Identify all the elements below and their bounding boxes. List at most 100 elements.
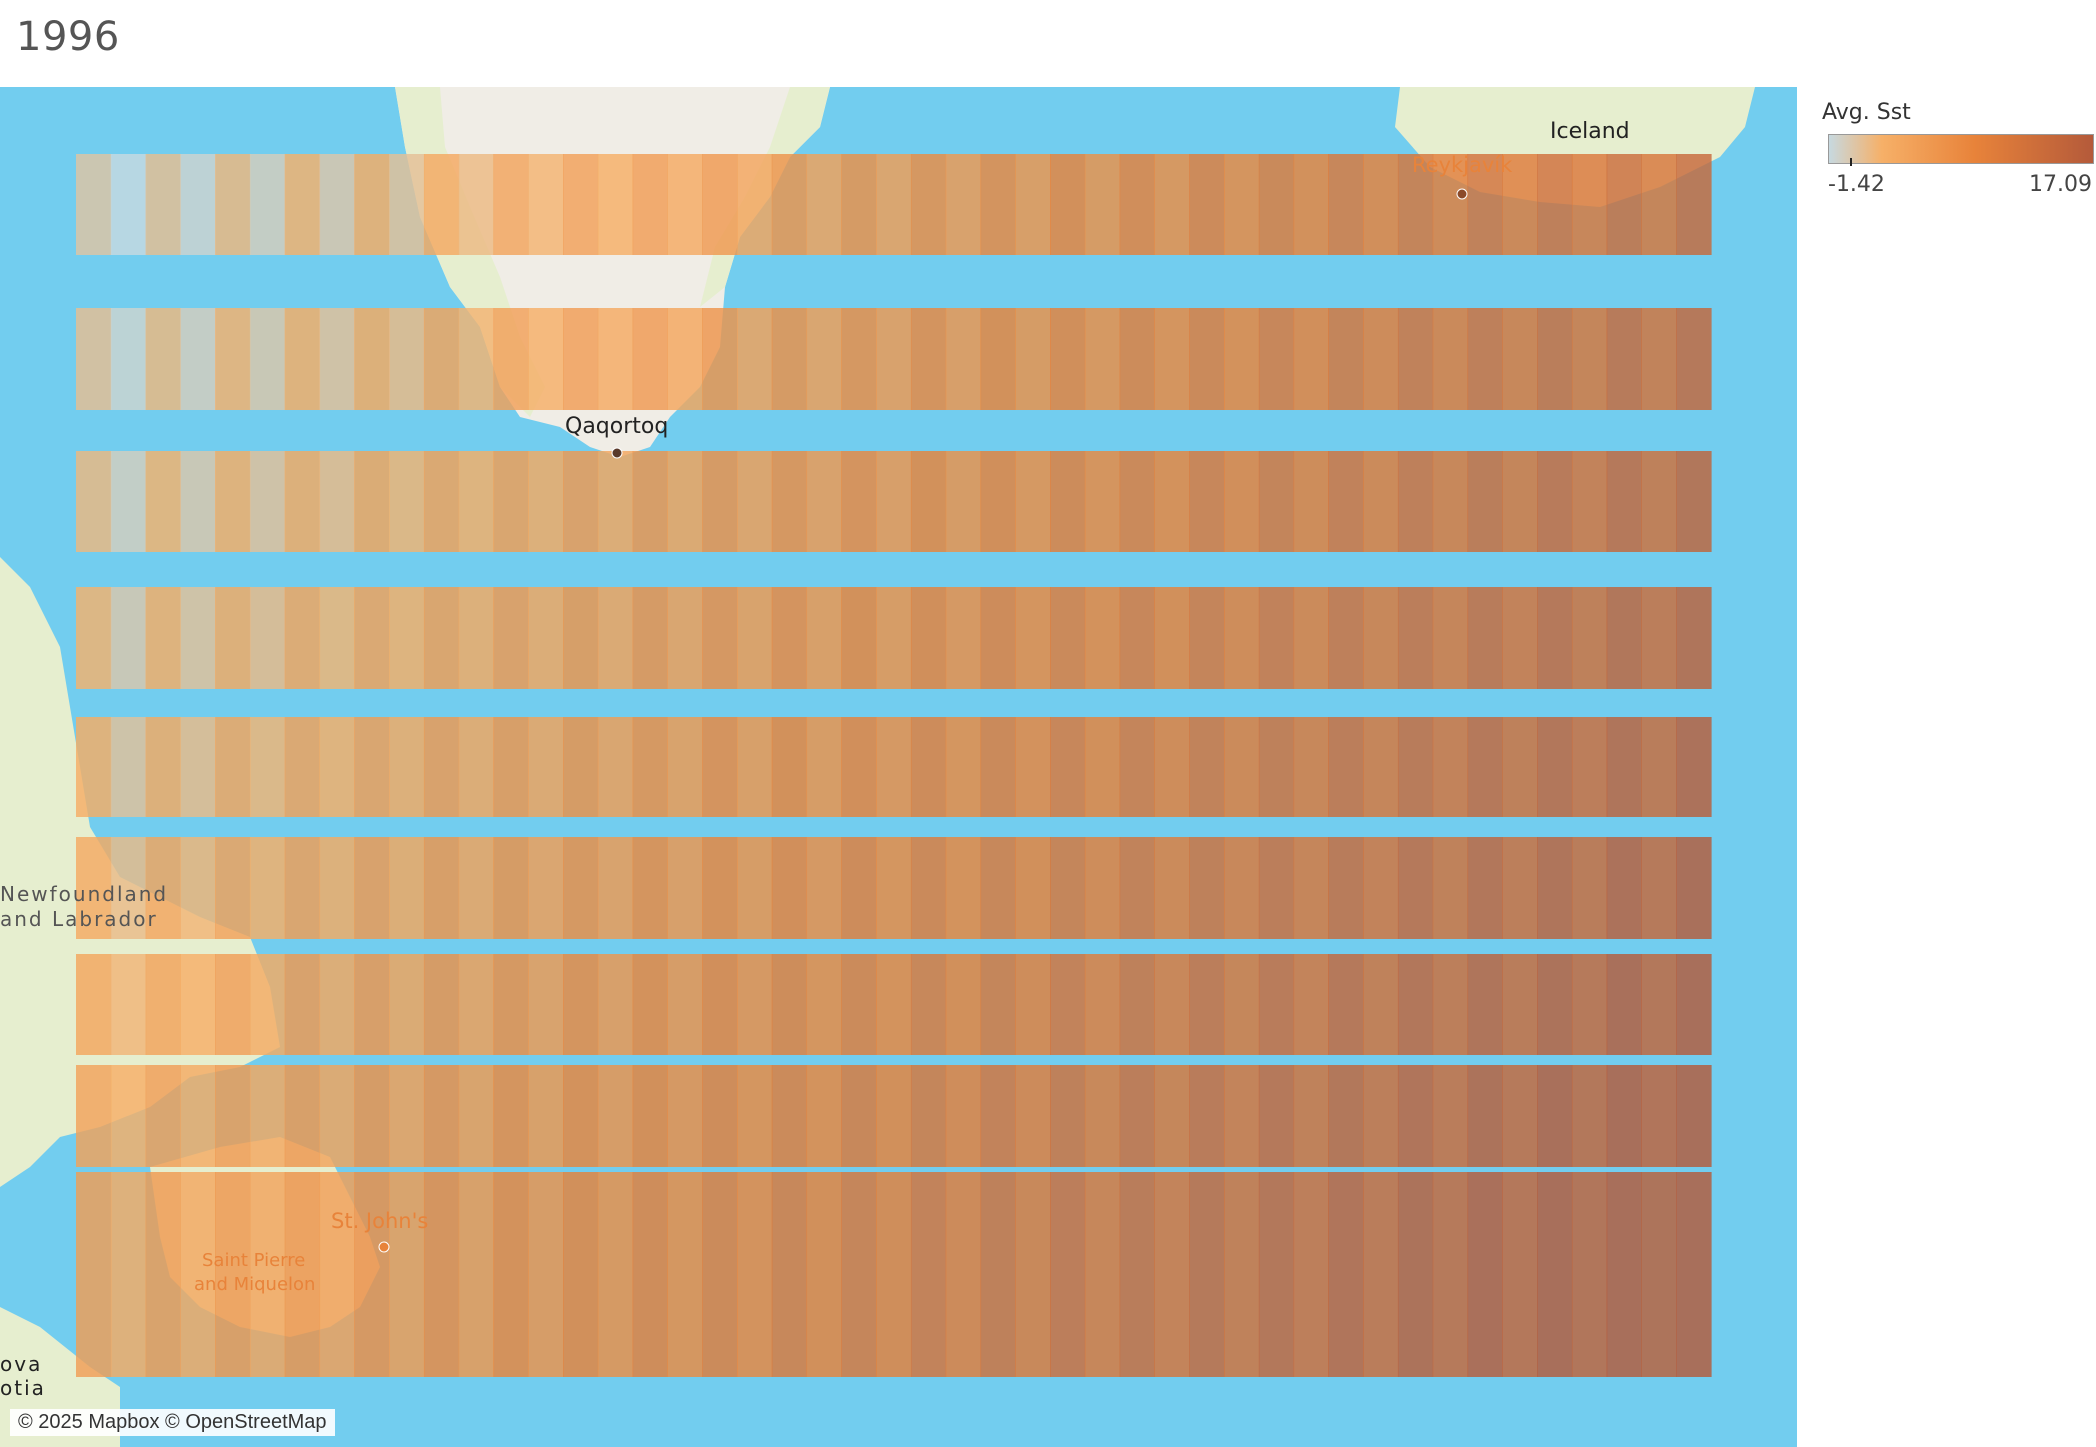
sst-cell[interactable] bbox=[1224, 1065, 1260, 1167]
sst-cell[interactable] bbox=[284, 837, 321, 939]
sst-cell[interactable] bbox=[528, 587, 564, 689]
sst-cell[interactable] bbox=[1015, 308, 1051, 410]
sst-cell[interactable] bbox=[1050, 308, 1086, 410]
sst-cell[interactable] bbox=[284, 717, 321, 817]
sst-cell[interactable] bbox=[458, 308, 495, 410]
sst-cell[interactable] bbox=[1641, 587, 1677, 689]
sst-cell[interactable] bbox=[1084, 1172, 1121, 1377]
sst-cell[interactable] bbox=[1154, 1172, 1190, 1377]
sst-cell[interactable] bbox=[1537, 837, 1573, 939]
sst-cell[interactable] bbox=[1363, 954, 1399, 1055]
sst-cell[interactable] bbox=[180, 1172, 216, 1377]
sst-cell[interactable] bbox=[180, 308, 216, 410]
sst-cell[interactable] bbox=[1050, 954, 1086, 1055]
sst-cell[interactable] bbox=[1397, 717, 1434, 817]
sst-cell[interactable] bbox=[597, 717, 634, 817]
sst-cell[interactable] bbox=[945, 154, 982, 255]
sst-cell[interactable] bbox=[1537, 1172, 1573, 1377]
sst-cell[interactable] bbox=[945, 837, 982, 939]
sst-cell[interactable] bbox=[1154, 308, 1190, 410]
sst-cell[interactable] bbox=[354, 717, 390, 817]
sst-cell[interactable] bbox=[1363, 451, 1399, 552]
sst-cell[interactable] bbox=[632, 1065, 668, 1167]
sst-cell[interactable] bbox=[910, 1065, 947, 1167]
sst-cell[interactable] bbox=[771, 451, 808, 552]
sst-cell[interactable] bbox=[980, 308, 1016, 410]
sst-cell[interactable] bbox=[841, 587, 877, 689]
sst-cell[interactable] bbox=[145, 308, 181, 410]
sst-cell[interactable] bbox=[1293, 451, 1329, 552]
sst-cell[interactable] bbox=[563, 451, 599, 552]
sst-cell[interactable] bbox=[1502, 1172, 1538, 1377]
sst-cell[interactable] bbox=[945, 954, 982, 1055]
sst-cell[interactable] bbox=[493, 587, 529, 689]
sst-cell[interactable] bbox=[1363, 837, 1399, 939]
sst-cell[interactable] bbox=[1467, 308, 1503, 410]
sst-cell[interactable] bbox=[702, 587, 738, 689]
sst-cell[interactable] bbox=[1502, 308, 1538, 410]
sst-cell[interactable] bbox=[1606, 1065, 1642, 1167]
sst-cell[interactable] bbox=[1224, 954, 1260, 1055]
sst-cell[interactable] bbox=[597, 451, 634, 552]
sst-cell[interactable] bbox=[1189, 837, 1225, 939]
sst-cell[interactable] bbox=[145, 587, 181, 689]
sst-cell[interactable] bbox=[910, 451, 947, 552]
sst-cell[interactable] bbox=[806, 154, 842, 255]
sst-cell[interactable] bbox=[1432, 1065, 1469, 1167]
sst-cell[interactable] bbox=[110, 451, 147, 552]
sst-cell[interactable] bbox=[1502, 837, 1538, 939]
sst-cell[interactable] bbox=[1676, 587, 1712, 689]
sst-cell[interactable] bbox=[1606, 837, 1642, 939]
sst-cell[interactable] bbox=[563, 308, 599, 410]
sst-cell[interactable] bbox=[145, 451, 181, 552]
sst-cell[interactable] bbox=[980, 717, 1016, 817]
sst-cell[interactable] bbox=[1537, 587, 1573, 689]
sst-cell[interactable] bbox=[876, 837, 912, 939]
sst-cell[interactable] bbox=[1571, 717, 1608, 817]
sst-cell[interactable] bbox=[1015, 954, 1051, 1055]
sst-cell[interactable] bbox=[597, 837, 634, 939]
sst-cell[interactable] bbox=[667, 1065, 703, 1167]
sst-cell[interactable] bbox=[458, 154, 495, 255]
sst-cell[interactable] bbox=[1537, 1065, 1573, 1167]
sst-cell[interactable] bbox=[910, 587, 947, 689]
sst-cell[interactable] bbox=[876, 954, 912, 1055]
sst-cell[interactable] bbox=[702, 1172, 738, 1377]
sst-cell[interactable] bbox=[76, 717, 112, 817]
sst-cell[interactable] bbox=[702, 154, 738, 255]
sst-cell[interactable] bbox=[841, 308, 877, 410]
sst-cell[interactable] bbox=[910, 837, 947, 939]
sst-cell[interactable] bbox=[215, 954, 251, 1055]
sst-cell[interactable] bbox=[563, 717, 599, 817]
sst-cell[interactable] bbox=[1606, 308, 1642, 410]
sst-cell[interactable] bbox=[528, 837, 564, 939]
sst-cell[interactable] bbox=[1502, 154, 1538, 255]
sst-cell[interactable] bbox=[354, 1065, 390, 1167]
sst-cell[interactable] bbox=[180, 451, 216, 552]
sst-cell[interactable] bbox=[945, 451, 982, 552]
sst-cell[interactable] bbox=[76, 954, 112, 1055]
sst-cell[interactable] bbox=[1189, 1172, 1225, 1377]
sst-cell[interactable] bbox=[1397, 837, 1434, 939]
sst-cell[interactable] bbox=[1293, 1065, 1329, 1167]
sst-cell[interactable] bbox=[1015, 837, 1051, 939]
sst-cell[interactable] bbox=[249, 154, 286, 255]
sst-cell[interactable] bbox=[1189, 308, 1225, 410]
sst-cell[interactable] bbox=[1676, 308, 1712, 410]
sst-cell[interactable] bbox=[493, 451, 529, 552]
sst-cell[interactable] bbox=[1224, 154, 1260, 255]
sst-cell[interactable] bbox=[632, 1172, 668, 1377]
sst-cell[interactable] bbox=[597, 954, 634, 1055]
map-view[interactable]: Iceland Reykjavík Qaqortoq Newfoundland … bbox=[0, 87, 1797, 1447]
sst-cell[interactable] bbox=[493, 154, 529, 255]
sst-cell[interactable] bbox=[145, 154, 181, 255]
sst-cell[interactable] bbox=[1119, 837, 1155, 939]
sst-cell[interactable] bbox=[319, 717, 355, 817]
sst-cell[interactable] bbox=[771, 717, 808, 817]
sst-cell[interactable] bbox=[1119, 717, 1155, 817]
sst-cell[interactable] bbox=[1119, 1065, 1155, 1167]
sst-cell[interactable] bbox=[1189, 587, 1225, 689]
sst-cell[interactable] bbox=[1467, 1065, 1503, 1167]
sst-cell[interactable] bbox=[493, 717, 529, 817]
sst-cell[interactable] bbox=[1084, 1065, 1121, 1167]
